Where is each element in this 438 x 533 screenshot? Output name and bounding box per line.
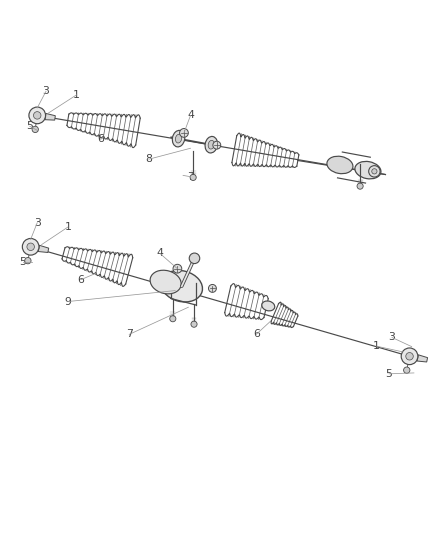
Ellipse shape [176, 134, 182, 143]
Circle shape [25, 257, 31, 264]
Ellipse shape [327, 156, 353, 174]
Ellipse shape [172, 131, 185, 147]
Circle shape [29, 107, 46, 124]
Text: 1: 1 [64, 222, 71, 232]
Circle shape [369, 166, 380, 177]
Ellipse shape [161, 270, 202, 302]
Ellipse shape [262, 301, 275, 311]
Text: 6: 6 [253, 329, 260, 340]
Text: 6: 6 [97, 134, 104, 144]
Circle shape [27, 243, 35, 251]
Text: 5: 5 [19, 257, 26, 267]
Ellipse shape [205, 136, 218, 153]
Circle shape [208, 285, 216, 292]
Circle shape [403, 367, 410, 373]
Text: 7: 7 [187, 172, 194, 182]
Circle shape [191, 321, 197, 327]
Text: 3: 3 [389, 333, 396, 343]
Circle shape [170, 316, 176, 322]
Text: 7: 7 [126, 329, 133, 340]
Circle shape [401, 348, 418, 365]
Text: 1: 1 [373, 341, 380, 351]
Text: 9: 9 [64, 296, 71, 306]
Text: 3: 3 [34, 217, 41, 228]
Text: 4: 4 [156, 248, 163, 259]
Circle shape [32, 126, 39, 133]
Circle shape [173, 264, 182, 273]
Text: 1: 1 [73, 90, 80, 100]
Polygon shape [417, 355, 427, 362]
Circle shape [372, 169, 377, 174]
Text: 4: 4 [187, 110, 194, 120]
Ellipse shape [150, 270, 181, 294]
Circle shape [22, 238, 39, 255]
Text: 5: 5 [26, 122, 33, 131]
Circle shape [190, 174, 196, 181]
Circle shape [357, 183, 363, 189]
Text: 5: 5 [385, 369, 392, 379]
Ellipse shape [355, 161, 381, 179]
Polygon shape [45, 114, 55, 120]
Circle shape [33, 111, 41, 119]
Circle shape [189, 253, 200, 263]
Circle shape [406, 352, 413, 360]
Circle shape [180, 128, 188, 138]
Polygon shape [38, 245, 49, 253]
Text: 3: 3 [42, 86, 49, 96]
Text: 6: 6 [78, 274, 85, 285]
Ellipse shape [208, 140, 214, 149]
Circle shape [213, 141, 221, 149]
Text: 8: 8 [145, 154, 152, 164]
